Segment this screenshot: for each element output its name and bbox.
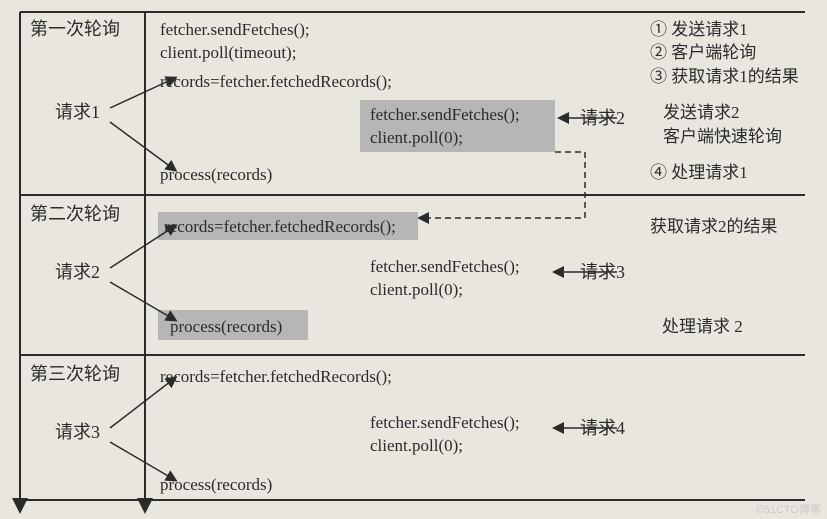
- box2-b: client.poll(0);: [370, 280, 463, 299]
- edge-req3: 请求3: [580, 262, 625, 282]
- row1-title: 第一次轮询: [30, 19, 120, 39]
- arrow-r3-bot: [110, 442, 175, 480]
- r1-code-d: process(records): [160, 165, 272, 184]
- watermark: ©51CTO博客: [756, 501, 821, 517]
- arrow-r3-top: [110, 378, 175, 428]
- row3-req: 请求3: [55, 422, 100, 442]
- r1-code-c: records=fetcher.fetchedRecords();: [160, 72, 392, 91]
- ann4: 发送请求2: [663, 103, 740, 122]
- ann7: 获取请求2的结果: [650, 217, 778, 236]
- r1-code-b: client.poll(timeout);: [160, 43, 296, 62]
- box1-b: client.poll(0);: [370, 128, 463, 147]
- ann6: ④ 处理请求1: [650, 163, 748, 182]
- row2-req: 请求2: [55, 262, 100, 282]
- r3-code-b: process(records): [160, 475, 272, 494]
- arrow-r1-bot: [110, 122, 175, 170]
- ann3: ③ 获取请求1的结果: [650, 67, 799, 86]
- box1-a: fetcher.sendFetches();: [370, 105, 520, 124]
- ann2: ② 客户端轮询: [650, 43, 756, 62]
- ann1: ① 发送请求1: [650, 20, 748, 39]
- ann8: 处理请求 2: [662, 317, 743, 336]
- row3-title: 第三次轮询: [30, 364, 120, 384]
- ann5: 客户端快速轮询: [663, 127, 782, 146]
- arrow-r1-top: [110, 78, 175, 108]
- r2-code-b: process(records): [170, 317, 282, 336]
- r2-code-a: records=fetcher.fetchedRecords();: [164, 217, 396, 236]
- diagram-canvas: 第一次轮询 请求1 fetcher.sendFetches(); client.…: [0, 0, 827, 519]
- row1-req: 请求1: [55, 102, 100, 122]
- r1-code-a: fetcher.sendFetches();: [160, 20, 310, 39]
- row2-title: 第二次轮询: [30, 204, 120, 224]
- r3-code-a: records=fetcher.fetchedRecords();: [160, 367, 392, 386]
- arrow-r2-top: [110, 226, 175, 268]
- edge-req4: 请求4: [580, 418, 625, 438]
- box2-a: fetcher.sendFetches();: [370, 257, 520, 276]
- edge-req2: 请求2: [580, 108, 625, 128]
- box3-b: client.poll(0);: [370, 436, 463, 455]
- box3-a: fetcher.sendFetches();: [370, 413, 520, 432]
- arrow-r2-bot: [110, 282, 175, 320]
- dash-req2: [420, 152, 585, 218]
